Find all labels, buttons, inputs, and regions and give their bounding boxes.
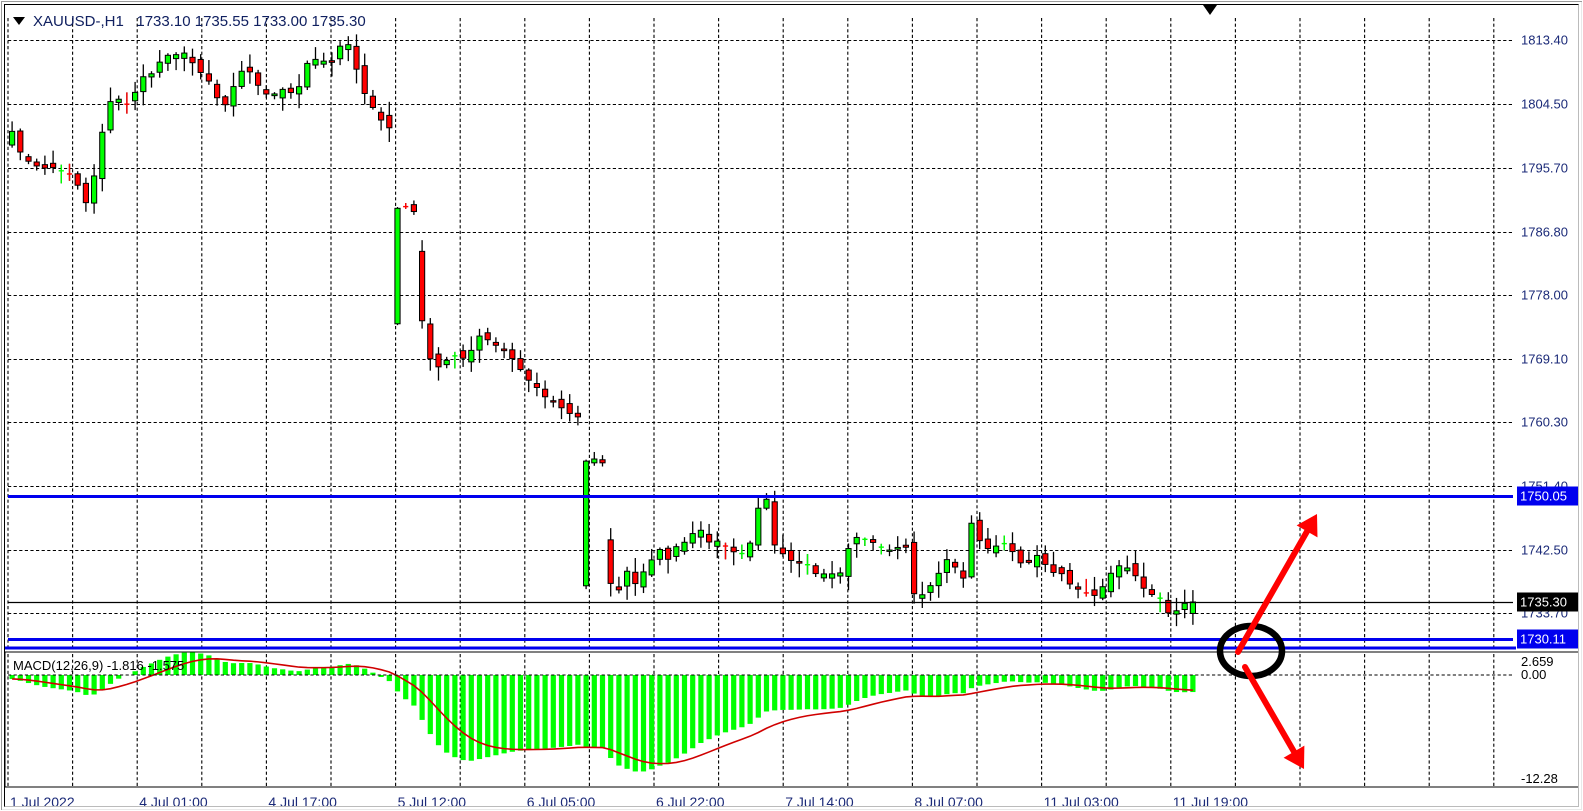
svg-text:1730.11: 1730.11: [1520, 632, 1566, 647]
svg-text:0.00: 0.00: [1521, 667, 1546, 682]
svg-text:1 Jul 2022: 1 Jul 2022: [10, 794, 75, 807]
svg-text:1769.10: 1769.10: [1521, 352, 1568, 367]
svg-text:8 Jul 07:00: 8 Jul 07:00: [914, 794, 983, 807]
svg-text:11 Jul 03:00: 11 Jul 03:00: [1044, 794, 1119, 807]
svg-text:5 Jul 12:00: 5 Jul 12:00: [398, 794, 467, 807]
svg-text:1813.40: 1813.40: [1521, 33, 1568, 48]
svg-text:1750.05: 1750.05: [1520, 489, 1567, 504]
svg-text:6 Jul 22:00: 6 Jul 22:00: [656, 794, 725, 807]
svg-text:1760.30: 1760.30: [1521, 415, 1568, 430]
svg-text:1795.70: 1795.70: [1521, 161, 1568, 176]
svg-text:1742.50: 1742.50: [1521, 543, 1568, 558]
svg-text:XAUUSD-,H1 1733.10 1735.55 1: XAUUSD-,H1 1733.10 1735.55 1733.00 1735.…: [33, 13, 366, 30]
svg-text:1735.30: 1735.30: [1520, 595, 1567, 610]
svg-text:1778.00: 1778.00: [1521, 288, 1568, 303]
svg-text:11 Jul 19:00: 11 Jul 19:00: [1173, 794, 1248, 807]
svg-text:1786.80: 1786.80: [1521, 225, 1568, 240]
svg-text:MACD(12,26,9) -1.816 -1.575: MACD(12,26,9) -1.816 -1.575: [13, 658, 184, 673]
svg-text:1804.50: 1804.50: [1521, 97, 1568, 112]
svg-text:4 Jul 17:00: 4 Jul 17:00: [268, 794, 337, 807]
svg-text:6 Jul 05:00: 6 Jul 05:00: [527, 794, 596, 807]
svg-text:-12.28: -12.28: [1521, 771, 1558, 786]
svg-text:7 Jul 14:00: 7 Jul 14:00: [785, 794, 854, 807]
svg-text:4 Jul 01:00: 4 Jul 01:00: [139, 794, 208, 807]
